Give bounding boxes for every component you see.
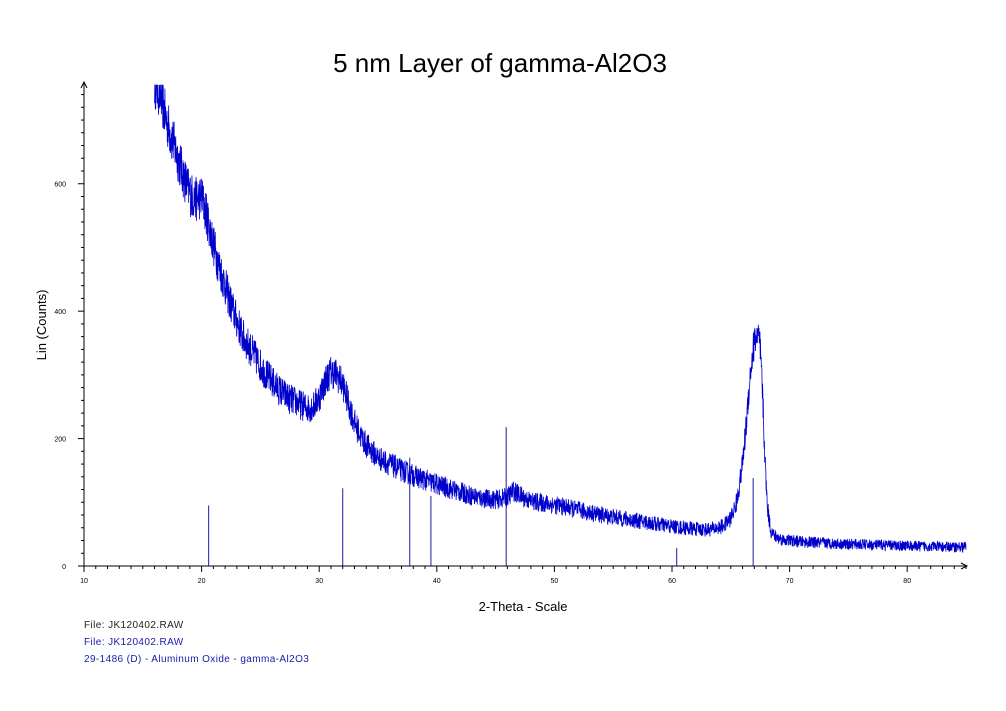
x-tick-label: 50 <box>551 578 559 585</box>
footer-reference: 29-1486 (D) - Aluminum Oxide - gamma-Al2… <box>84 654 310 665</box>
x-tick-label: 20 <box>198 578 206 585</box>
y-axis-label: Lin (Counts) <box>34 290 49 361</box>
y-tick-label: 200 <box>54 437 66 444</box>
x-axis-arrow <box>960 562 969 570</box>
y-tick-label: 600 <box>54 182 66 189</box>
footer-file-1: File: JK120402.RAW <box>84 620 184 631</box>
chart-title: 5 nm Layer of gamma-Al2O3 <box>333 48 667 78</box>
axes: 10 20 30 40 50 60 70 80 0 200 400 600 <box>54 80 969 585</box>
x-tick-label: 10 <box>80 578 88 585</box>
footer-file-2: File: JK120402.RAW <box>84 637 184 648</box>
x-tick-label: 30 <box>315 578 323 585</box>
y-tick-label: 400 <box>54 309 66 316</box>
x-tick-label: 70 <box>786 578 794 585</box>
x-tick-label: 60 <box>668 578 676 585</box>
series-group <box>154 84 967 554</box>
series-line <box>154 84 967 554</box>
x-tick-label: 40 <box>433 578 441 585</box>
y-axis-arrow <box>80 80 88 89</box>
x-tick-label: 80 <box>903 578 911 585</box>
x-axis-label: 2-Theta - Scale <box>479 599 568 614</box>
y-tick-label: 0 <box>62 564 66 571</box>
